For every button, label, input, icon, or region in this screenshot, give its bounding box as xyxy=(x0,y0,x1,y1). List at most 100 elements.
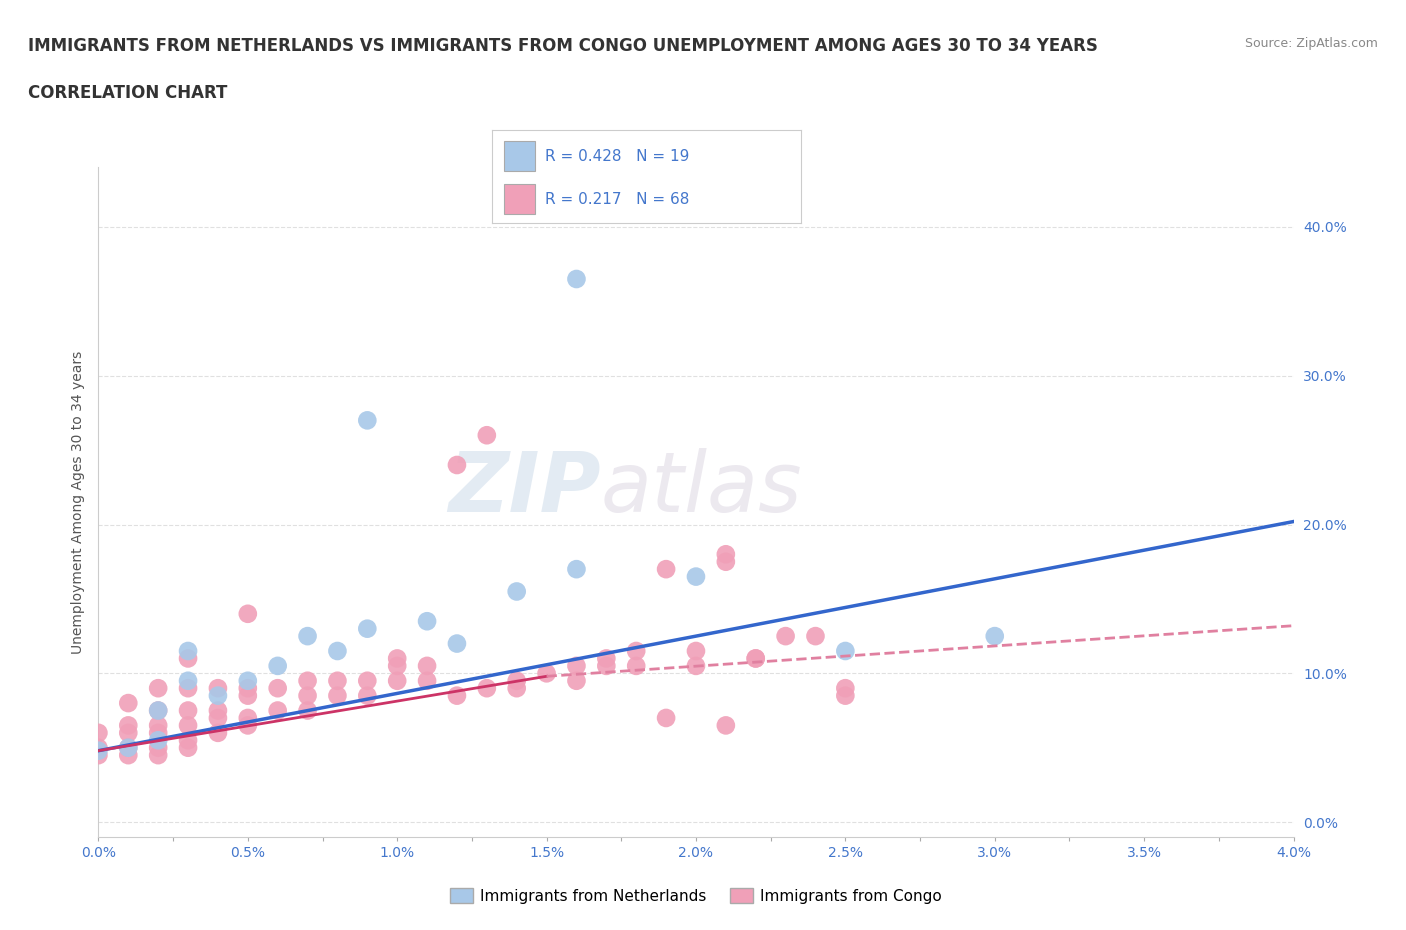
Point xyxy=(177,644,200,658)
Point xyxy=(148,725,170,740)
Point xyxy=(565,673,588,688)
Point xyxy=(267,658,290,673)
Point xyxy=(207,703,229,718)
Point xyxy=(236,673,259,688)
Point xyxy=(148,703,170,718)
Y-axis label: Unemployment Among Ages 30 to 34 years: Unemployment Among Ages 30 to 34 years xyxy=(70,351,84,654)
Point xyxy=(177,740,200,755)
Point xyxy=(565,562,588,577)
Point xyxy=(117,718,139,733)
Point xyxy=(595,651,617,666)
Point xyxy=(385,651,409,666)
Point xyxy=(446,636,468,651)
Point xyxy=(685,658,707,673)
Point xyxy=(624,644,647,658)
Point xyxy=(983,629,1005,644)
Point xyxy=(385,673,409,688)
Text: ZIP: ZIP xyxy=(447,448,600,529)
Point xyxy=(416,614,439,629)
Point xyxy=(834,681,856,696)
Point xyxy=(745,651,768,666)
Point xyxy=(87,743,110,758)
Point xyxy=(655,562,678,577)
Point xyxy=(326,688,349,703)
Point xyxy=(745,651,768,666)
Point xyxy=(416,658,439,673)
Point xyxy=(177,651,200,666)
Point xyxy=(714,554,737,569)
Text: IMMIGRANTS FROM NETHERLANDS VS IMMIGRANTS FROM CONGO UNEMPLOYMENT AMONG AGES 30 : IMMIGRANTS FROM NETHERLANDS VS IMMIGRANT… xyxy=(28,37,1098,55)
Point xyxy=(177,733,200,748)
Point xyxy=(177,681,200,696)
Point xyxy=(207,681,229,696)
Point xyxy=(148,703,170,718)
Point xyxy=(446,688,468,703)
Text: CORRELATION CHART: CORRELATION CHART xyxy=(28,84,228,101)
Point xyxy=(356,688,378,703)
Point xyxy=(326,673,349,688)
Point xyxy=(117,725,139,740)
Point xyxy=(87,740,110,755)
Point xyxy=(177,718,200,733)
Legend: Immigrants from Netherlands, Immigrants from Congo: Immigrants from Netherlands, Immigrants … xyxy=(444,882,948,910)
Point xyxy=(624,658,647,673)
Point xyxy=(714,547,737,562)
Text: R = 0.217   N = 68: R = 0.217 N = 68 xyxy=(544,192,689,206)
Point xyxy=(714,718,737,733)
Point xyxy=(446,458,468,472)
Point xyxy=(475,681,498,696)
Point xyxy=(655,711,678,725)
Text: Source: ZipAtlas.com: Source: ZipAtlas.com xyxy=(1244,37,1378,50)
Point xyxy=(385,658,409,673)
Point xyxy=(148,718,170,733)
Point xyxy=(207,725,229,740)
Point xyxy=(326,644,349,658)
Point xyxy=(775,629,797,644)
Text: atlas: atlas xyxy=(600,448,801,529)
Point xyxy=(117,740,139,755)
Point xyxy=(834,644,856,658)
Point xyxy=(267,681,290,696)
Point xyxy=(236,688,259,703)
Point xyxy=(356,673,378,688)
Point xyxy=(297,673,319,688)
Point xyxy=(297,629,319,644)
Point xyxy=(236,606,259,621)
Point xyxy=(595,658,617,673)
Point xyxy=(804,629,827,644)
Point xyxy=(297,688,319,703)
Point xyxy=(236,711,259,725)
Point xyxy=(506,673,529,688)
Point xyxy=(297,703,319,718)
Point xyxy=(117,748,139,763)
Point xyxy=(236,718,259,733)
Point xyxy=(148,748,170,763)
Point xyxy=(685,569,707,584)
Point xyxy=(177,703,200,718)
Point xyxy=(236,681,259,696)
FancyBboxPatch shape xyxy=(505,184,536,214)
Point xyxy=(148,681,170,696)
Point xyxy=(506,681,529,696)
Point xyxy=(148,733,170,748)
Point xyxy=(506,584,529,599)
Point xyxy=(565,272,588,286)
Point xyxy=(207,688,229,703)
Point xyxy=(565,658,588,673)
Point xyxy=(148,740,170,755)
Point xyxy=(177,673,200,688)
Point xyxy=(117,696,139,711)
Text: R = 0.428   N = 19: R = 0.428 N = 19 xyxy=(544,149,689,164)
Point xyxy=(207,711,229,725)
Point xyxy=(834,688,856,703)
Point xyxy=(536,666,558,681)
Point xyxy=(267,703,290,718)
Point xyxy=(685,644,707,658)
FancyBboxPatch shape xyxy=(505,141,536,171)
Point xyxy=(356,621,378,636)
Point xyxy=(87,748,110,763)
Point xyxy=(87,725,110,740)
Point xyxy=(416,673,439,688)
Point xyxy=(117,740,139,755)
Point xyxy=(475,428,498,443)
